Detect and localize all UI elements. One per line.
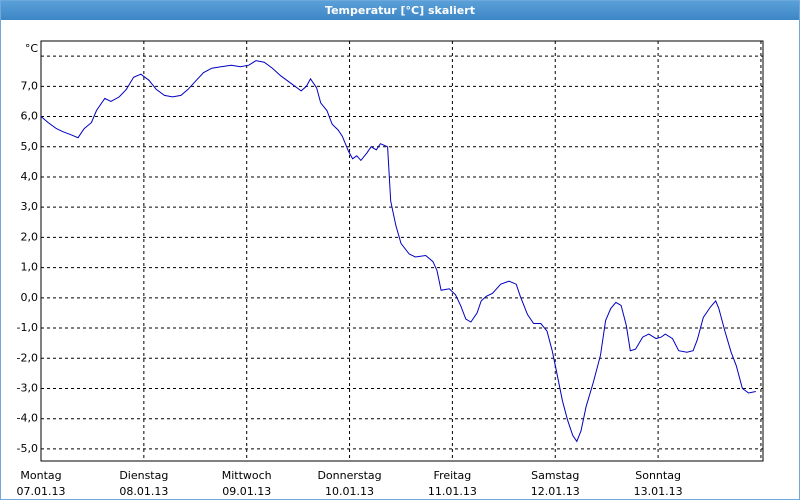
- x-tick-date: 13.01.13: [634, 485, 683, 498]
- x-tick-label: Donnerstag: [317, 469, 381, 482]
- x-tick-label: Mittwoch: [222, 469, 272, 482]
- y-tick-label: 1,0: [21, 261, 39, 274]
- y-tick-label: 4,0: [21, 170, 39, 183]
- x-tick-label: Dienstag: [119, 469, 168, 482]
- x-tick-label: Montag: [20, 469, 61, 482]
- y-tick-label: -5,0: [17, 442, 38, 455]
- temperature-line: [40, 60, 756, 443]
- x-tick-date: 08.01.13: [119, 485, 168, 498]
- y-tick-label: -1,0: [17, 321, 38, 334]
- y-tick-label: -4,0: [17, 412, 38, 425]
- x-tick-label: Sonntag: [635, 469, 681, 482]
- x-tick-date: 07.01.13: [17, 485, 66, 498]
- chart: -5,0 -4,0 -3,0 -2,0 -1,0 0,0 1,0 2,0 3,0 4,0 5,0 6,…: [17, 40, 764, 498]
- title-bar: Temperatur [°C] skaliert: [1, 1, 799, 20]
- y-tick-label: 7,0: [21, 79, 39, 92]
- y-tick-label: 6,0: [21, 110, 39, 123]
- y-tick-label: 0,0: [21, 291, 39, 304]
- y-tick-label: 5,0: [21, 140, 39, 153]
- x-tick-date: 09.01.13: [222, 485, 271, 498]
- x-tick-label: Samstag: [531, 469, 579, 482]
- y-tick-label: -3,0: [17, 381, 38, 394]
- plot-frame: [40, 40, 764, 462]
- y-tick-label: 2,0: [21, 230, 39, 243]
- x-tick-date: 12.01.13: [531, 485, 580, 498]
- y-tick-label: °C: [25, 42, 39, 55]
- x-tick-label: Freitag: [434, 469, 472, 482]
- x-tick-date: 10.01.13: [325, 485, 374, 498]
- y-tick-label: -2,0: [17, 351, 38, 364]
- x-tick-date: 11.01.13: [428, 485, 477, 498]
- y-tick-label: 3,0: [21, 200, 39, 213]
